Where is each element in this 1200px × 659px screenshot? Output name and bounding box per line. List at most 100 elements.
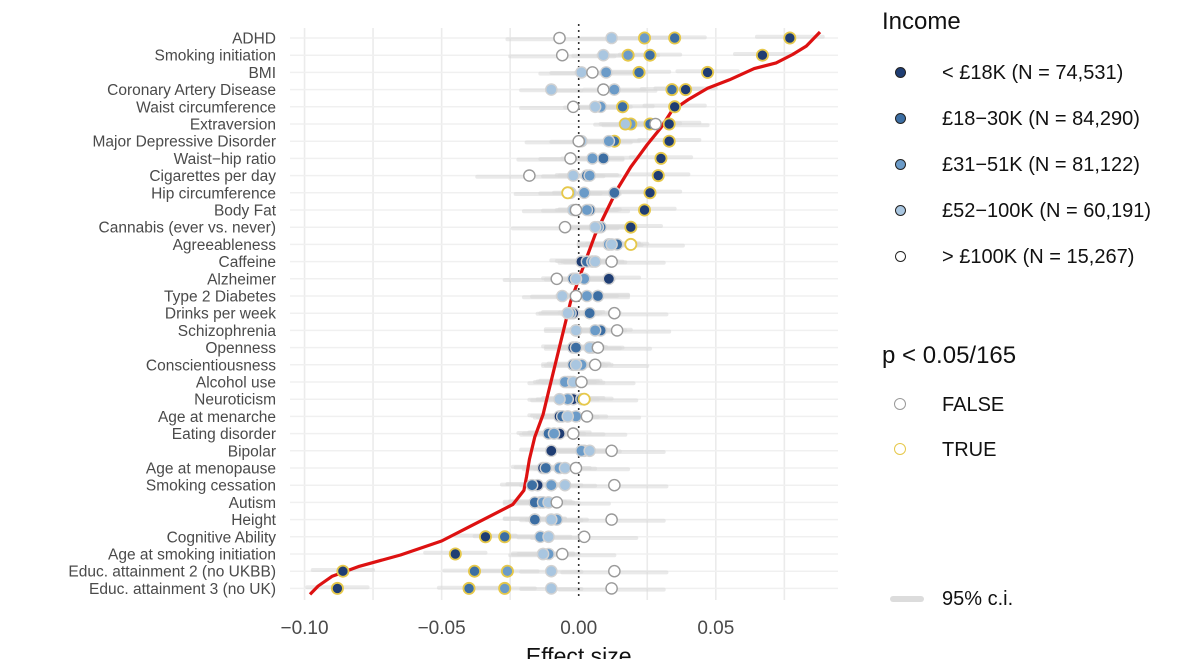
effect-point xyxy=(544,478,558,492)
effect-point xyxy=(498,530,512,544)
effect-point xyxy=(566,100,580,114)
effect-point xyxy=(555,289,569,303)
effect-point xyxy=(561,186,575,200)
trait-label: BMI xyxy=(248,65,276,82)
effect-point xyxy=(561,306,575,320)
effect-point xyxy=(783,31,797,45)
effect-point xyxy=(542,530,555,544)
effect-point xyxy=(330,581,344,595)
trait-label: Conscientiousness xyxy=(146,357,276,374)
trait-label: Major Depressive Disorder xyxy=(93,134,276,151)
effect-point xyxy=(591,341,605,354)
effect-point xyxy=(608,186,621,200)
effect-point xyxy=(591,289,605,303)
effect-point xyxy=(588,324,602,337)
series-dot-icon xyxy=(895,113,906,124)
trait-label: Eating disorder xyxy=(172,426,276,443)
effect-point xyxy=(679,83,693,97)
trait-label: Extraversion xyxy=(190,117,276,134)
legend-label: > £100K (N = 15,267) xyxy=(942,245,1135,268)
trait-label: Age at smoking initiation xyxy=(108,547,276,564)
legend: Income < £18K (N = 74,531) £18−30K (N = … xyxy=(872,0,1200,659)
effect-point xyxy=(651,169,665,183)
effect-point xyxy=(462,581,476,595)
effect-point xyxy=(577,530,591,544)
effect-point xyxy=(547,427,561,440)
effect-point xyxy=(588,100,602,114)
effect-point xyxy=(624,220,638,234)
trait-label: Type 2 Diabetes xyxy=(164,289,276,306)
effect-point xyxy=(602,134,616,148)
effect-point xyxy=(553,31,566,45)
trait-label: Schizophrenia xyxy=(178,323,277,340)
effect-point xyxy=(498,581,512,595)
effect-point xyxy=(605,238,618,251)
effect-point xyxy=(668,100,682,114)
effect-point xyxy=(523,169,536,182)
trait-label: Educ. attainment 2 (no UKBB) xyxy=(68,564,276,581)
effect-point xyxy=(569,341,583,354)
significance-legend-title: p < 0.05/165 xyxy=(882,342,1017,369)
legend-label: < £18K (N = 74,531) xyxy=(942,61,1124,84)
trait-label: Hip circumference xyxy=(151,185,276,202)
effect-point xyxy=(577,392,591,406)
effect-point xyxy=(336,564,350,578)
effect-point xyxy=(602,272,616,286)
effect-point xyxy=(608,83,621,96)
effect-point xyxy=(558,461,572,475)
effect-point xyxy=(558,478,572,492)
trait-label: Educ. attainment 3 (no UK) xyxy=(89,581,276,598)
trait-label: Openness xyxy=(205,340,276,357)
effect-point xyxy=(583,306,596,320)
effect-point xyxy=(608,564,621,578)
trait-label: Caffeine xyxy=(219,254,276,271)
effect-point xyxy=(605,513,618,526)
effect-point xyxy=(575,66,588,79)
effect-point xyxy=(608,306,621,320)
legend-label: £31−51K (N = 81,122) xyxy=(942,153,1140,176)
effect-point xyxy=(550,496,564,509)
legend-item-true: TRUE xyxy=(890,437,996,463)
effect-point xyxy=(608,478,621,492)
trait-label: Alzheimer xyxy=(207,271,276,288)
effect-point xyxy=(558,220,572,234)
effect-point xyxy=(605,444,618,458)
effect-point xyxy=(569,324,583,337)
effect-point xyxy=(572,134,586,148)
effect-point xyxy=(553,392,566,406)
trait-label: Height xyxy=(231,512,276,529)
effect-point xyxy=(500,564,514,578)
effect-point xyxy=(588,358,602,372)
legend-label: £18−30K (N = 84,290) xyxy=(942,107,1140,130)
effect-point xyxy=(583,169,596,182)
ci-bar-icon xyxy=(890,596,924,602)
income-legend-title: Income xyxy=(882,8,961,35)
x-tick-label: 0.00 xyxy=(560,618,597,639)
effect-point xyxy=(618,117,632,131)
legend-item-income-1: < £18K (N = 74,531) xyxy=(890,60,1123,86)
trait-label: Alcohol use xyxy=(196,375,276,392)
x-tick-label: −0.10 xyxy=(280,618,328,639)
effect-point xyxy=(643,48,657,62)
trait-label: Neuroticism xyxy=(194,392,276,409)
effect-point xyxy=(597,152,610,165)
trait-label: Waist−hip ratio xyxy=(174,151,276,168)
legend-item-false: FALSE xyxy=(890,392,1004,418)
legend-item-income-4: £52−100K (N = 60,191) xyxy=(890,198,1151,224)
effect-point xyxy=(583,444,596,458)
legend-item-income-2: £18−30K (N = 84,290) xyxy=(890,106,1140,132)
trait-label: Waist circumference xyxy=(136,99,276,116)
effect-point xyxy=(610,324,624,337)
effect-point xyxy=(536,547,550,561)
effect-point xyxy=(755,48,769,62)
effect-point xyxy=(544,513,558,526)
series-dot-icon xyxy=(895,159,906,170)
effect-point xyxy=(569,358,583,372)
legend-item-ci: 95% c.i. xyxy=(890,586,1013,612)
effect-point xyxy=(588,220,602,234)
trait-label: ADHD xyxy=(232,31,276,48)
effect-point xyxy=(580,203,594,217)
legend-label: £52−100K (N = 60,191) xyxy=(942,199,1152,222)
